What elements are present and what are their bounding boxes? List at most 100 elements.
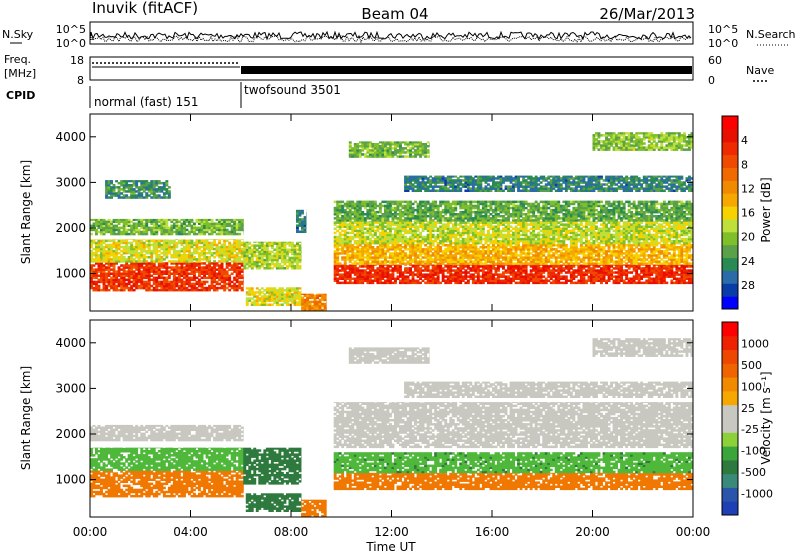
heatmap-cell: [376, 275, 380, 278]
heatmap-cell: [185, 239, 189, 243]
heatmap-cell: [298, 256, 302, 260]
heatmap-cell: [238, 256, 242, 259]
heatmap-cell: [130, 241, 134, 245]
heatmap-cell: [172, 241, 176, 245]
heatmap-cell: [436, 281, 440, 285]
heatmap-cell: [215, 232, 219, 236]
noise-left-tick-high: 10^5: [56, 23, 86, 36]
heatmap-cell: [120, 274, 124, 277]
heatmap-cell: [110, 186, 113, 189]
heatmap-cell: [625, 269, 629, 272]
heatmap-cell: [514, 273, 518, 276]
heatmap-cell: [180, 286, 184, 290]
heatmap-cell: [590, 264, 593, 266]
heatmap-cell: [120, 264, 124, 267]
heatmap-cell: [210, 254, 214, 257]
heatmap-cell: [102, 222, 106, 225]
heatmap-cell: [130, 286, 134, 290]
heatmap-cell: [125, 249, 129, 253]
heatmap-cell: [218, 270, 221, 273]
heatmap-cell: [162, 284, 166, 288]
heatmap-cell: [446, 281, 450, 285]
heatmap-cell: [338, 265, 342, 268]
heatmap-cell: [105, 188, 108, 191]
heatmap-cell: [177, 249, 181, 253]
heatmap-cell: [177, 288, 181, 292]
heatmap-cell: [263, 289, 267, 292]
heatmap-cell: [180, 241, 184, 245]
heatmap-cell: [615, 260, 618, 263]
heatmap-band-9: [333, 264, 694, 285]
heatmap-cell: [293, 301, 297, 304]
heatmap-cell: [100, 232, 103, 236]
heatmap-cell: [137, 228, 141, 232]
heatmap-cell: [640, 275, 644, 278]
heatmap-cell: [193, 232, 196, 236]
heatmap-cell: [165, 220, 169, 223]
heatmap-cell: [115, 258, 118, 261]
heatmap-cell: [270, 303, 274, 306]
heatmap-cell: [301, 300, 304, 304]
heatmap-cell: [157, 284, 161, 288]
heatmap-cell: [519, 265, 523, 268]
heatmap-cell: [579, 271, 583, 274]
heatmap-cell: [258, 252, 262, 256]
beam-title: Beam 04: [361, 5, 428, 23]
heatmap-cell: [105, 258, 108, 261]
heatmap-cell: [205, 228, 209, 232]
heatmap-cell: [253, 262, 257, 266]
heatmap-cell: [140, 276, 144, 280]
heatmap-cell: [376, 277, 380, 280]
heatmap-cell: [102, 224, 106, 228]
heatmap-cell: [160, 190, 164, 193]
heatmap-cell: [90, 258, 93, 261]
heatmap-cell: [353, 281, 357, 285]
heatmap-cell: [218, 260, 221, 263]
heatmap-cell: [105, 228, 108, 232]
heatmap-cell: [100, 220, 103, 223]
heatmap-cell: [607, 275, 611, 278]
heatmap-cell: [127, 266, 131, 269]
heatmap-cell: [203, 262, 206, 265]
heatmap-cell: [348, 279, 352, 282]
heatmap-cell: [140, 260, 144, 263]
heatmap-cell: [645, 254, 649, 257]
heatmap-cell: [260, 242, 264, 245]
heatmap-cell: [316, 294, 319, 298]
heatmap-cell: [401, 250, 405, 253]
heatmap-cell: [363, 279, 367, 282]
heatmap-cell: [311, 306, 314, 310]
heatmap-cell: [607, 277, 611, 280]
heatmap-cell: [243, 258, 247, 262]
heatmap-cell: [175, 268, 179, 271]
heatmap-cell: [218, 266, 221, 269]
heatmap-cell: [351, 269, 355, 272]
heatmap-cell: [378, 271, 382, 274]
heatmap-cell: [117, 245, 121, 249]
heatmap-cell: [283, 254, 287, 258]
heatmap-cell: [512, 275, 515, 278]
heatmap-cell: [193, 247, 196, 251]
heatmap-cell: [213, 274, 216, 277]
heatmap-cell: [389, 281, 392, 285]
heatmap-cell: [230, 268, 234, 271]
heatmap-cell: [567, 279, 571, 282]
heatmap-cell: [147, 186, 151, 189]
heatmap-cell: [313, 294, 317, 298]
heatmap-cell: [183, 218, 186, 221]
heatmap-cell: [140, 220, 144, 223]
heatmap-cell: [95, 254, 98, 257]
heatmap-cell: [152, 222, 156, 225]
heatmap-cell: [107, 224, 111, 228]
heatmap-cell: [110, 286, 113, 290]
heatmap-cell: [592, 267, 596, 270]
heatmap-cell: [431, 279, 435, 282]
heatmap-cell: [228, 222, 232, 225]
heatmap-cell: [140, 264, 144, 267]
heatmap-cell: [102, 282, 106, 286]
heatmap-cell: [368, 262, 372, 265]
heatmap-cell: [140, 243, 144, 247]
heatmap-cell: [534, 279, 538, 282]
heatmap-cell: [514, 262, 518, 265]
heatmap-cell: [223, 258, 227, 261]
